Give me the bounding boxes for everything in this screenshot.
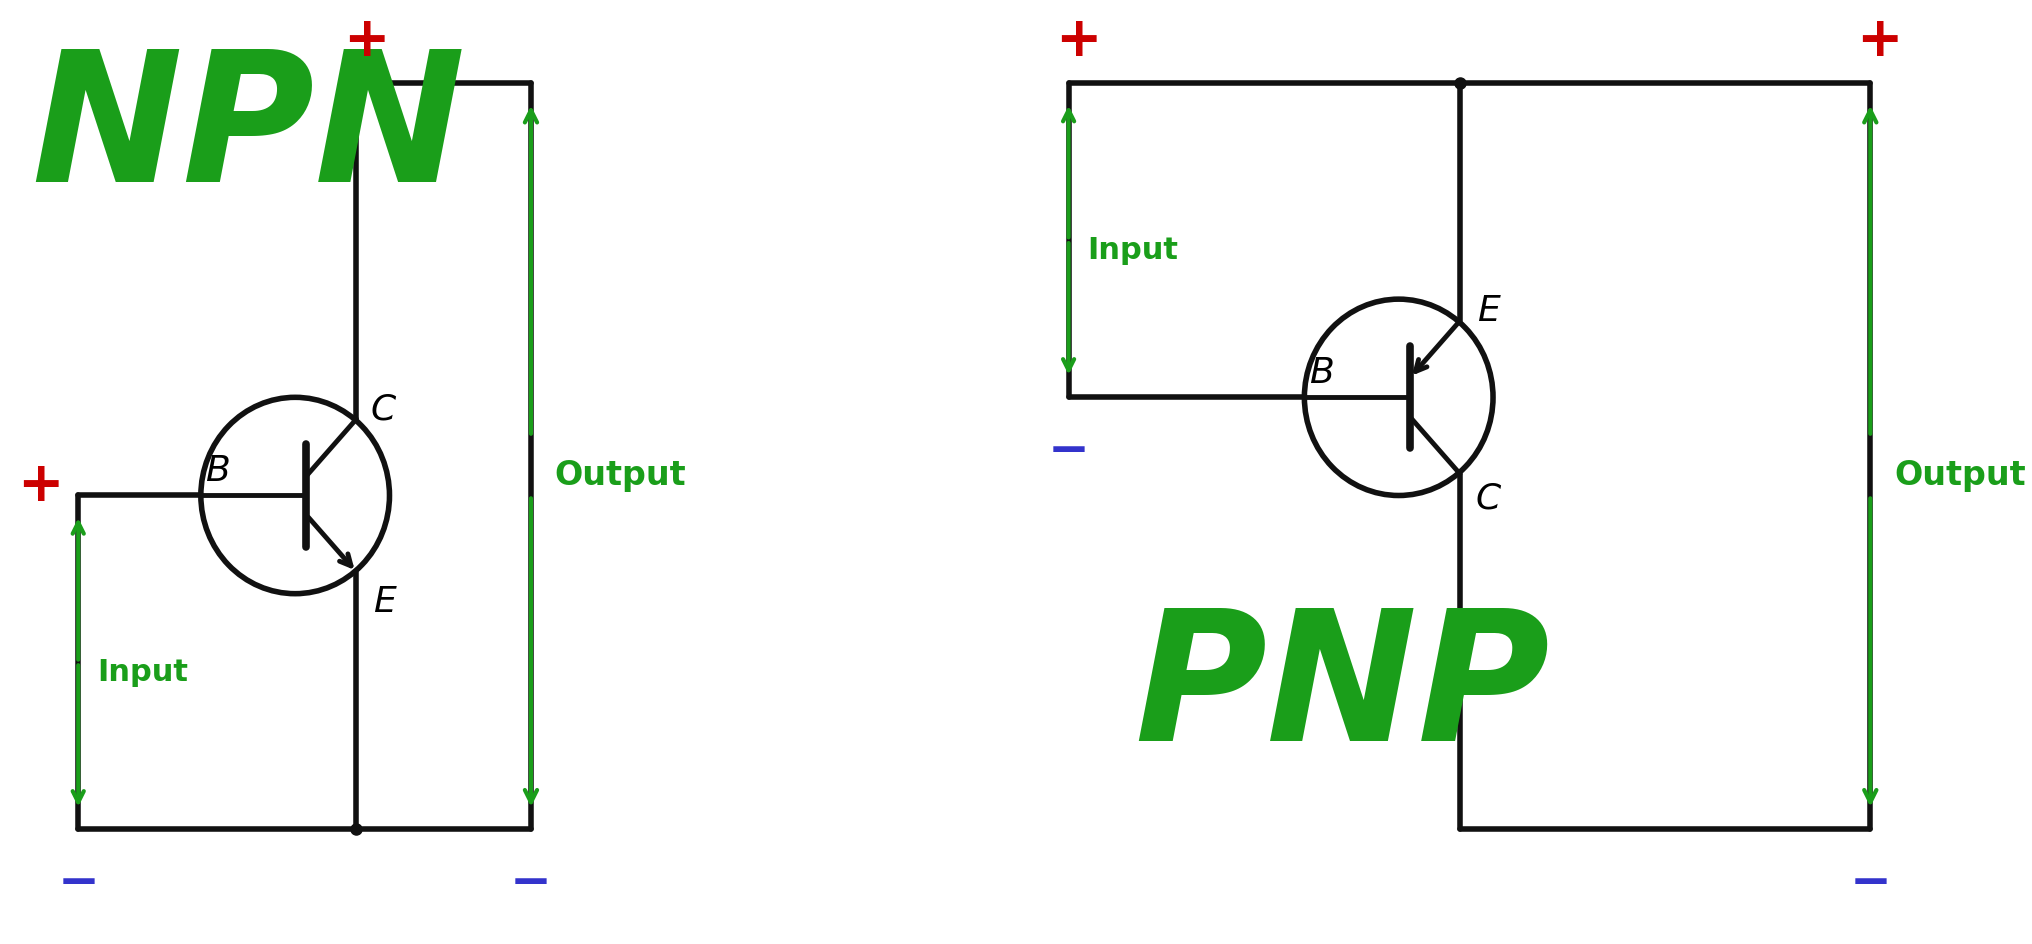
Text: +: + — [1055, 14, 1101, 68]
Text: Input: Input — [1087, 236, 1179, 264]
Text: +: + — [18, 459, 65, 513]
Text: −: − — [510, 859, 551, 907]
Text: −: − — [1849, 859, 1890, 907]
Text: PNP: PNP — [1134, 603, 1550, 780]
Text: E: E — [1475, 294, 1500, 328]
Text: Input: Input — [98, 658, 189, 686]
Text: B: B — [1309, 356, 1333, 390]
Text: Output: Output — [1894, 460, 2024, 493]
Text: NPN: NPN — [30, 43, 465, 220]
Text: B: B — [205, 454, 230, 488]
Text: −: − — [1046, 427, 1089, 475]
Text: +: + — [343, 14, 388, 68]
Text: +: + — [1855, 14, 1902, 68]
Text: C: C — [370, 392, 396, 426]
Text: E: E — [374, 584, 396, 618]
Text: −: − — [57, 859, 100, 907]
Text: Output: Output — [555, 460, 687, 493]
Text: C: C — [1475, 481, 1500, 515]
